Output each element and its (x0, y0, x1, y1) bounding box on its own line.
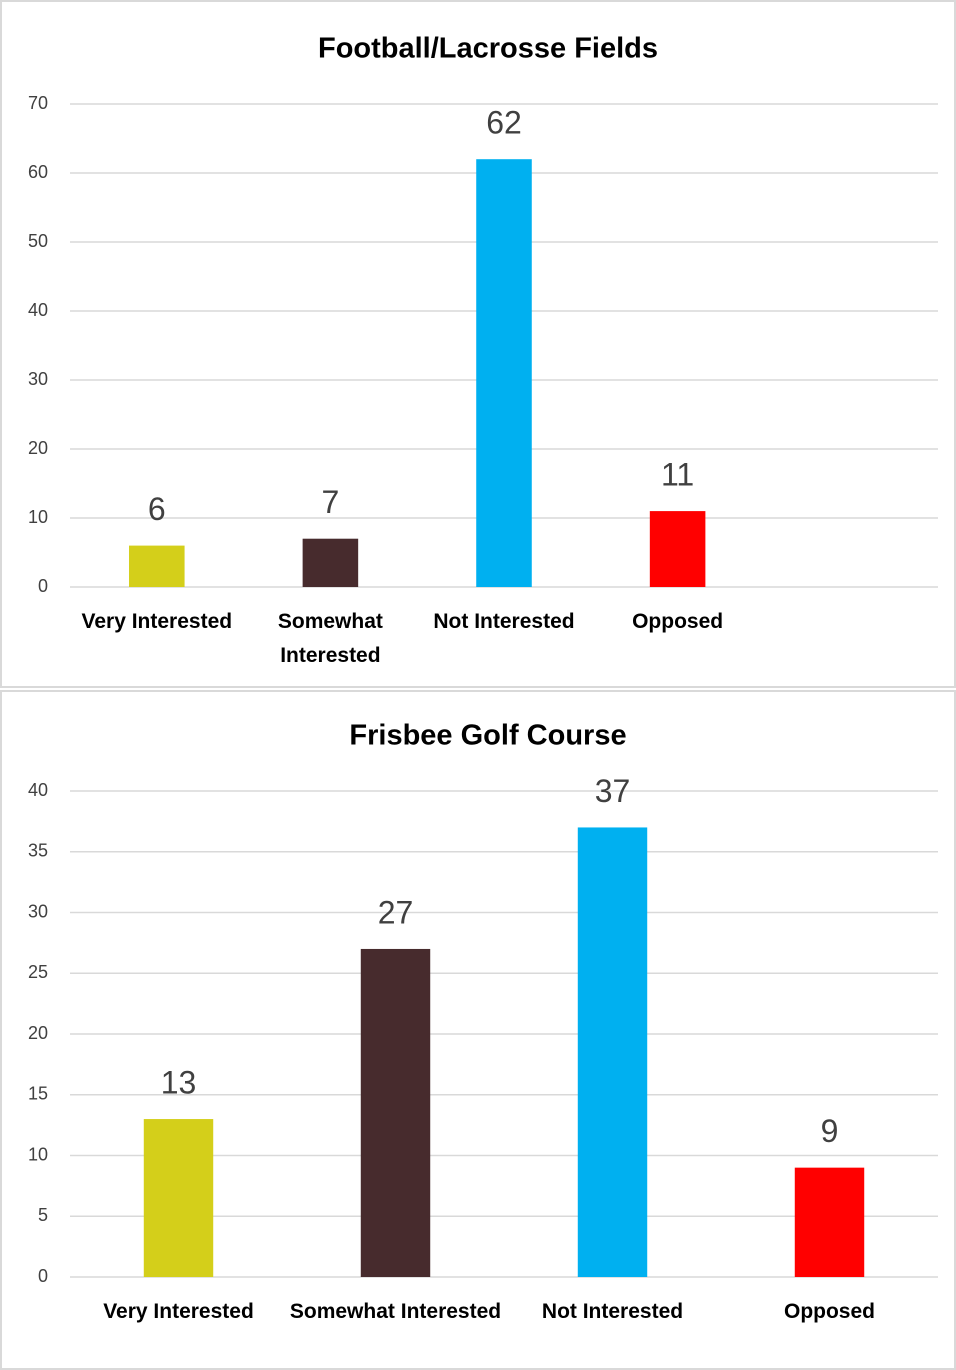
y-tick-label: 70 (28, 93, 48, 113)
bar (794, 1167, 865, 1277)
bar (302, 538, 359, 587)
bar (360, 948, 431, 1277)
x-tick-label: Very Interested (81, 610, 233, 633)
y-tick-label: 10 (28, 507, 48, 527)
y-tick-label: 15 (28, 1084, 48, 1104)
y-tick-label: 60 (28, 162, 48, 182)
bar (143, 1119, 214, 1277)
y-tick-label: 25 (28, 962, 48, 982)
x-tick-label: Somewhat Interested (289, 1300, 502, 1323)
x-tick-label: Opposed (632, 610, 724, 633)
x-tick-label: Opposed (783, 1300, 875, 1323)
x-tick-label: Very Interested (103, 1300, 254, 1323)
y-tick-label: 20 (28, 1023, 48, 1043)
data-label: 27 (378, 894, 414, 930)
data-label: 6 (148, 491, 166, 527)
bar (649, 511, 706, 587)
x-tick-label: Somewhat Interested (277, 610, 383, 667)
data-label: 13 (161, 1065, 197, 1101)
data-label: 37 (595, 773, 631, 809)
y-tick-label: 40 (28, 780, 48, 800)
chart-frame (0, 690, 956, 1370)
y-tick-label: 50 (28, 231, 48, 251)
y-tick-label: 30 (28, 901, 48, 921)
chart-title: Frisbee Golf Course (349, 720, 626, 752)
y-tick-label: 40 (28, 300, 48, 320)
x-tick-label: Not Interested (541, 1300, 684, 1323)
data-label: 9 (821, 1113, 839, 1149)
y-tick-label: 10 (28, 1144, 48, 1164)
chart-frame (0, 0, 956, 688)
data-label: 62 (486, 105, 522, 141)
y-tick-label: 20 (28, 438, 48, 458)
x-tick-label: Not Interested (433, 610, 575, 633)
data-label: 11 (661, 457, 694, 493)
bar (577, 827, 648, 1277)
chart-title: Football/Lacrosse Fields (318, 33, 658, 65)
y-tick-label: 0 (38, 576, 48, 596)
y-tick-label: 5 (38, 1205, 48, 1225)
y-tick-label: 0 (38, 1266, 48, 1286)
y-tick-label: 35 (28, 841, 48, 861)
data-label: 7 (322, 484, 340, 520)
bar (129, 545, 185, 587)
y-tick-label: 30 (28, 369, 48, 389)
bar (476, 159, 532, 587)
